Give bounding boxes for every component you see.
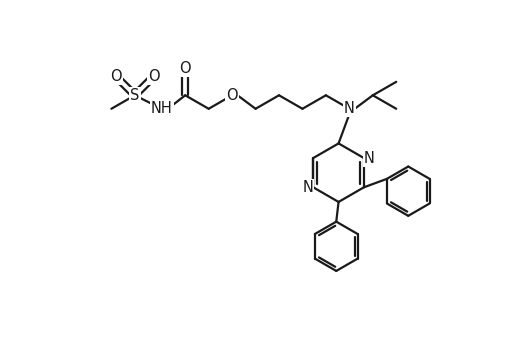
Text: O: O (148, 69, 159, 84)
Text: O: O (226, 88, 238, 103)
Text: NH: NH (151, 101, 173, 116)
Text: O: O (110, 69, 122, 84)
Text: S: S (130, 88, 139, 103)
Text: N: N (344, 101, 355, 116)
Text: O: O (179, 61, 191, 76)
Text: N: N (302, 180, 313, 195)
Text: N: N (364, 150, 375, 166)
